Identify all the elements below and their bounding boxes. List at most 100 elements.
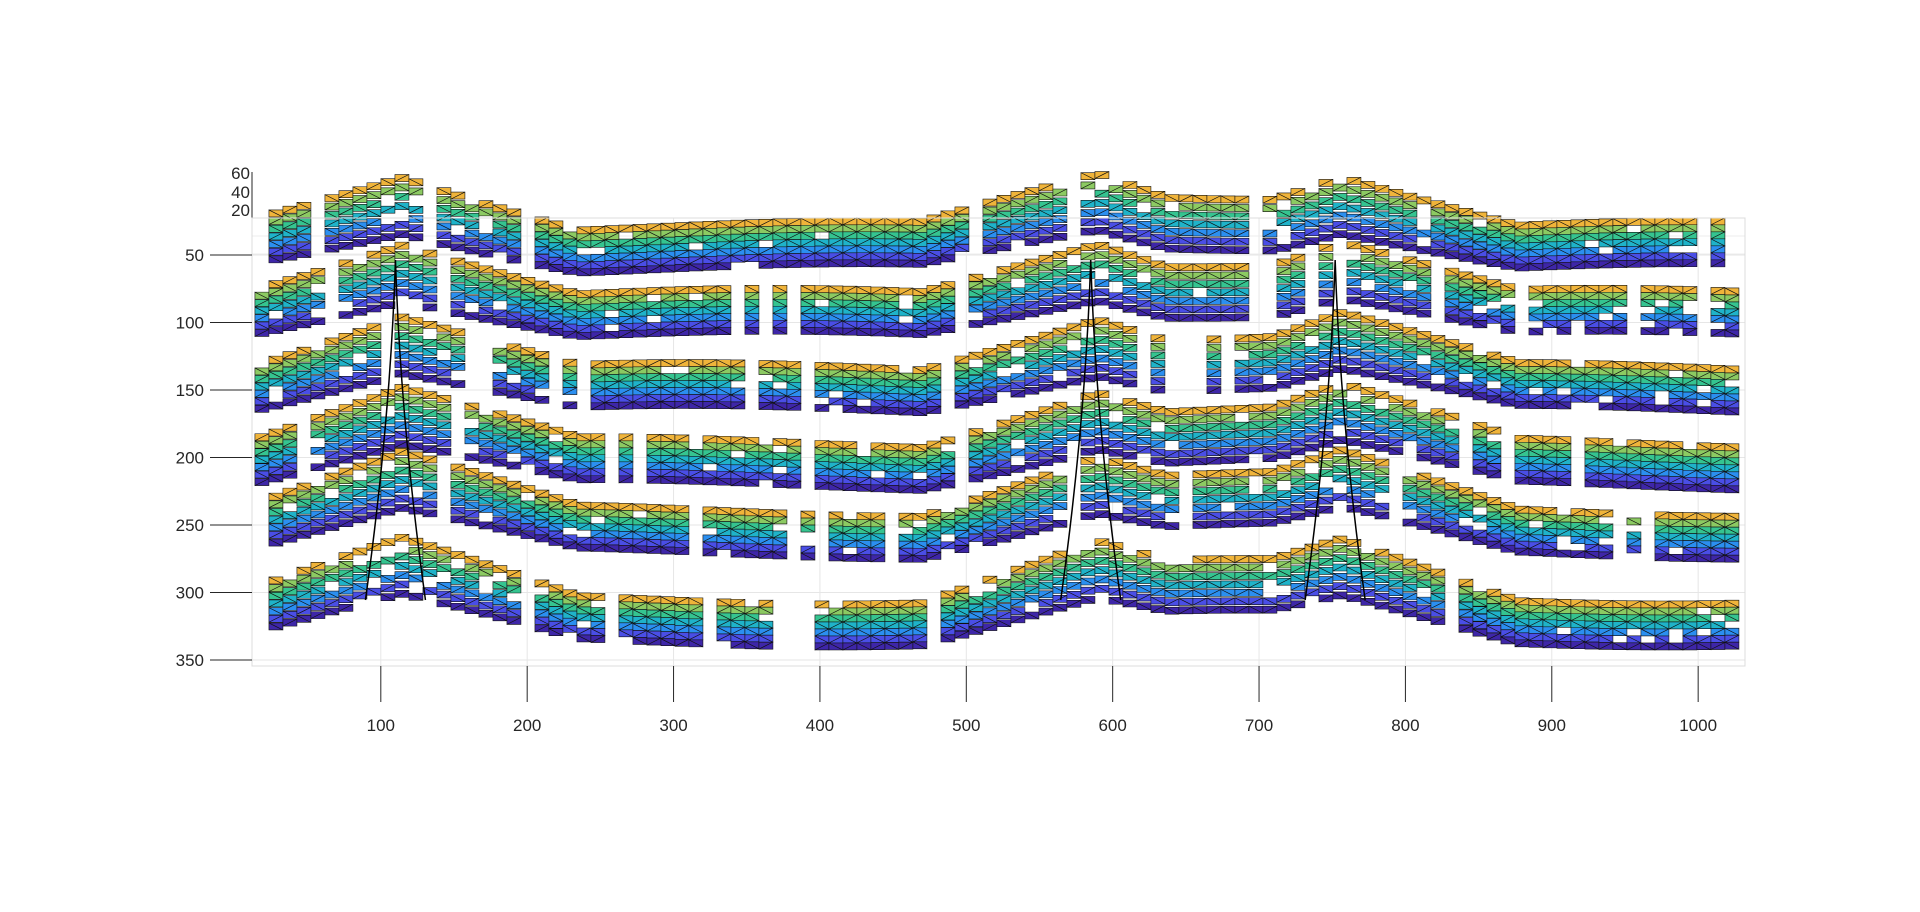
mesh-face [1136,186,1152,194]
mesh-face [450,208,466,217]
mesh-face [1318,178,1334,187]
mesh-face [954,244,970,253]
mesh-face [1122,216,1138,225]
mesh-face [1122,181,1138,189]
mesh-face [1108,185,1124,193]
mesh-face [506,247,522,256]
mesh-face [366,191,382,200]
mesh-face [1052,197,1068,206]
mesh-face [1094,189,1110,198]
mesh-face [1080,181,1096,190]
mesh-face [1136,221,1152,229]
mesh-face [1304,192,1320,201]
mesh-face [1136,229,1152,238]
mesh-face [450,200,466,209]
mesh-face [296,242,312,250]
mesh-face [408,187,424,196]
mesh-face [1234,237,1250,246]
mesh-face [296,209,312,218]
mesh-face [408,233,424,242]
mesh-face [954,206,970,215]
mesh-face [296,225,312,234]
mesh-face [1052,232,1068,241]
mesh-face [1052,188,1068,197]
mesh-face [478,208,494,217]
mesh-face [436,222,452,231]
mesh-face [1276,218,1292,226]
mesh-face [1276,192,1292,201]
mesh-face [506,208,522,217]
mesh-face [1108,230,1124,239]
mesh-face [464,221,480,229]
mesh-face [478,249,494,258]
mesh-face [506,224,522,232]
mesh-face [366,200,382,208]
mesh-face [1122,225,1138,234]
mesh-face [1122,190,1138,198]
mesh-face [1108,221,1124,230]
mesh-face [1318,188,1334,197]
mesh-face [436,205,452,213]
mesh-face [408,215,424,223]
mesh-face [436,187,452,196]
mesh-face [380,187,396,196]
mesh-face [1052,223,1068,232]
mesh-face [548,220,564,229]
mesh-face [464,212,480,221]
mesh-face [1234,195,1250,204]
mesh-face [296,250,312,259]
mesh-face [1094,171,1110,179]
mesh-face [506,255,522,264]
mesh-face [394,183,410,192]
mesh-face [1108,203,1124,212]
mesh-face [1402,209,1418,218]
mesh-face [982,198,998,207]
mesh-face [1304,219,1320,228]
mesh-face [1122,198,1138,207]
mesh-face [1318,206,1334,215]
mesh-face [534,216,550,225]
mesh-face [954,221,970,230]
mesh-face [562,245,578,254]
mesh-face [1094,208,1110,217]
surface-band [268,171,1726,277]
mesh-face [996,243,1012,252]
mesh-face [282,205,298,214]
mesh-face [352,195,368,203]
mesh-face [1234,246,1250,254]
mesh-face [800,231,816,240]
mesh-face [450,191,466,200]
mesh-face [1402,201,1418,210]
mesh-face [1276,209,1292,218]
mesh-face [1262,229,1278,238]
mesh-face [954,229,970,237]
mesh-face [408,205,424,214]
mesh-face [1290,188,1306,196]
mesh-face [1360,181,1376,189]
mesh-face [1108,194,1124,203]
mesh-face [464,204,480,213]
mesh-face [1346,186,1362,195]
mesh-face [1374,184,1390,193]
mesh-face [366,218,382,226]
mesh-face [296,202,312,210]
mesh-face [324,194,340,203]
mesh-face [1290,205,1306,214]
mesh-face [352,186,368,195]
mesh-face [506,239,522,248]
mesh-face [436,196,452,204]
mesh-face [1038,183,1054,192]
mesh-face [506,232,522,240]
mesh-face [1290,196,1306,205]
mesh-face [1052,206,1068,215]
mesh-face [1402,235,1418,243]
mesh-face [408,178,424,187]
mesh-face [1094,199,1110,207]
mesh-face [1262,238,1278,246]
mesh-face [492,204,508,213]
mesh-face [716,262,732,271]
mesh-face [940,254,956,263]
mesh-face [366,182,382,191]
mesh-face [394,174,410,182]
mesh-face [338,190,354,199]
